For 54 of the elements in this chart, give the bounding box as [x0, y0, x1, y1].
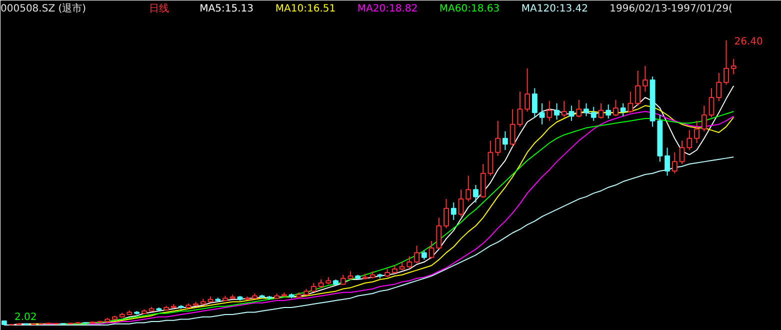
candlestick — [716, 72, 722, 102]
candlestick — [598, 102, 604, 120]
chart-title: 000508.SZ (退市) — [0, 2, 86, 14]
candlestick — [554, 102, 560, 120]
candlestick — [510, 108, 516, 148]
annotation: 2.02 — [14, 312, 37, 323]
candlestick — [450, 202, 456, 221]
candlestick — [686, 130, 692, 151]
candlestick — [730, 58, 736, 75]
candlestick — [642, 66, 648, 92]
candlestick — [590, 106, 596, 122]
text: MA10:16.51 — [275, 3, 336, 14]
candlestick — [444, 198, 449, 229]
text: MA5:15.13 — [200, 3, 254, 14]
candlestick — [672, 152, 678, 174]
candlestick — [694, 120, 700, 144]
candlestick — [679, 140, 685, 165]
chart-subtitle: 日线 — [148, 2, 169, 14]
candlestick — [613, 99, 618, 117]
candlestick — [406, 256, 412, 268]
candlestick — [584, 102, 589, 117]
candlestick — [473, 184, 478, 204]
candlestick — [428, 240, 434, 260]
candlestick — [532, 88, 538, 118]
candlestick — [635, 70, 641, 106]
candlestick — [488, 140, 494, 176]
candlestick — [495, 120, 501, 156]
candlestick — [480, 164, 486, 198]
candlestick — [568, 105, 574, 122]
candlestick — [546, 100, 552, 122]
candlestick — [664, 147, 670, 176]
candlestick — [524, 68, 530, 112]
candlestick — [620, 102, 626, 117]
text: MA60:18.63 — [439, 3, 500, 14]
candlestick — [421, 250, 427, 260]
candlestick — [466, 175, 472, 202]
candlestick — [340, 274, 346, 286]
candlestick — [436, 217, 442, 250]
annotation: 26.40 — [734, 36, 763, 48]
text: MA20:18.82 — [357, 3, 418, 14]
candlestick — [576, 99, 582, 118]
text: 1996/02/13-1997/01/29( — [610, 3, 733, 14]
candlestick — [606, 104, 612, 120]
candlestick — [724, 40, 729, 86]
candlestick — [539, 102, 545, 125]
candlestick — [458, 189, 464, 218]
candlestick — [708, 88, 714, 118]
candlestick — [502, 130, 508, 151]
candlestick — [701, 105, 707, 132]
candlestick — [414, 245, 420, 264]
candlestick — [517, 91, 523, 128]
candlestick — [561, 100, 567, 118]
text: MA120:13.42 — [521, 3, 588, 14]
candlestick — [628, 91, 634, 114]
